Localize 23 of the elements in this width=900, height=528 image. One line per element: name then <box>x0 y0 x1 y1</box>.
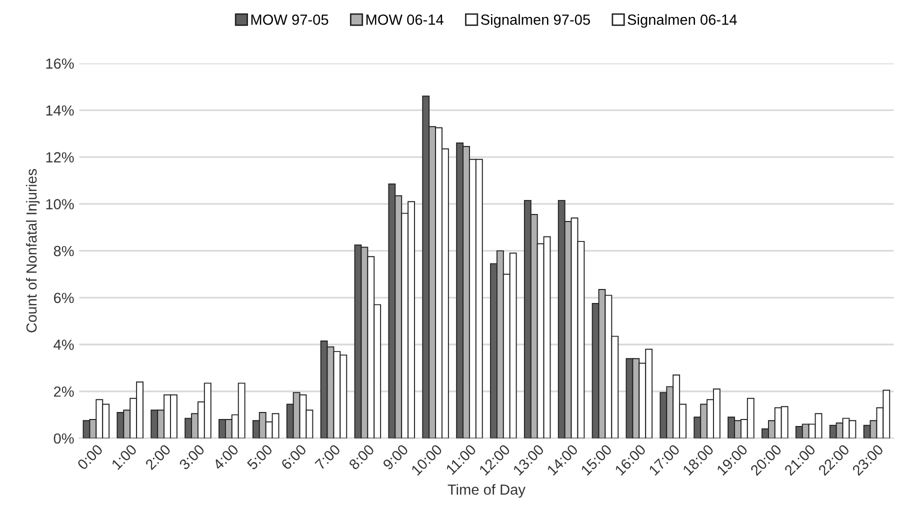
x-tick-label: 4:00 <box>212 444 240 471</box>
x-tick-label: 8:00 <box>348 444 375 470</box>
legend-label: Signalmen 97-05 <box>480 14 590 28</box>
x-tick-label: 9:00 <box>382 444 409 470</box>
y-tick-label: 0% <box>54 433 74 444</box>
y-tick-label: 14% <box>46 105 74 116</box>
x-tick-label: 6:00 <box>280 444 307 470</box>
x-tick-label: 0:00 <box>76 444 104 470</box>
legend-label: MOW 06-14 <box>366 14 444 25</box>
y-tick-label: 6% <box>54 292 74 304</box>
y-tick-label: 10% <box>46 199 74 210</box>
legend-label: Signalmen 06-14 <box>628 14 737 28</box>
y-axis-title: Count of Nonfatal Injuries <box>26 169 40 332</box>
x-tick-label: 5:00 <box>246 444 274 470</box>
y-tick-label: 8% <box>54 246 74 256</box>
y-tick-label: 12% <box>46 152 74 162</box>
x-axis-title: Time of Day <box>448 484 526 498</box>
y-tick-label: 2% <box>54 386 74 397</box>
x-tick-label: 3:00 <box>178 444 206 470</box>
y-tick-label: 16% <box>46 58 74 69</box>
x-tick-label: 7:00 <box>314 444 341 470</box>
legend-label: MOW 97-05 <box>251 14 328 25</box>
y-tick-label: 4% <box>54 340 74 350</box>
